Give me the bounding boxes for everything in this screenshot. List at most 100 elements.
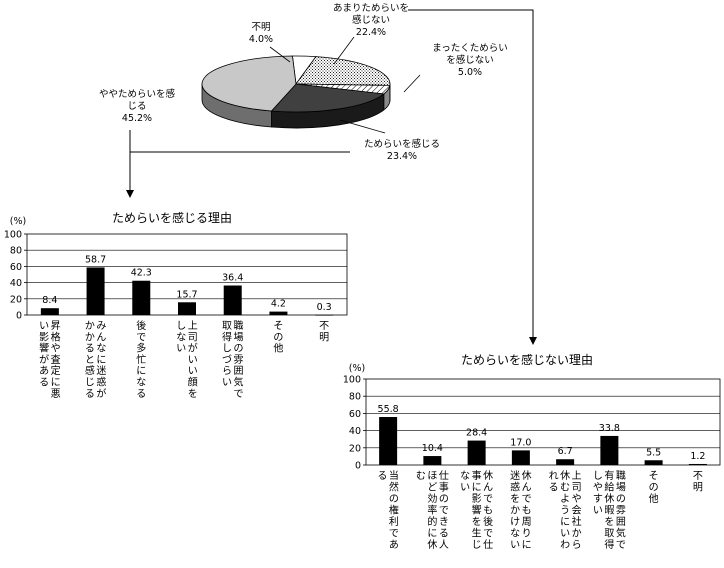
category-label-char: 生 [472,527,482,540]
category-label-char: も [483,505,493,517]
category-label-char: 惑 [96,376,106,389]
category-label-char: の [233,344,243,355]
category-label-char: 的 [427,515,437,528]
category-label-char: で [389,529,399,540]
category-label-char: 有 [604,469,614,482]
category-label-char: い [560,529,570,540]
bar [178,302,196,315]
bar-chart-hesitate-reasons: ためらいを感じる理由(%)0204060801008.4昇格や査定に悪い影響があ… [4,210,348,400]
bar-value-label: 28.4 [466,428,487,439]
bar-value-label: 5.5 [646,447,661,458]
category-label-char: 休 [483,470,493,482]
category-label-char: ほ [427,470,437,482]
category-label-char: に [472,482,482,494]
category-label-char: る [439,528,449,540]
bar-value-label: 0.3 [317,302,332,313]
category-label-char: に [560,516,570,528]
category-label-char: 定 [51,364,61,377]
pie-hesitate-label: ためらいを感じる [364,138,440,150]
category-label-char: い [39,321,49,332]
bar [40,308,59,315]
category-label-char: や [572,493,582,505]
category-label-char: う [560,505,570,517]
category-label-char: い [176,344,186,355]
bar [132,280,151,315]
bar [600,435,619,465]
category-label-char: 職 [233,320,243,332]
pie-leader-line [269,46,291,63]
category-label-char: か [85,331,95,343]
bar-value-label: 58.7 [85,254,106,265]
category-label-char: 格 [51,330,61,343]
bar-value-label: 8.4 [42,295,57,306]
category-label-char: 不 [319,321,329,332]
category-label-char: で [233,389,243,400]
category-label-char: け [510,516,520,528]
bar-value-label: 15.7 [176,289,197,300]
category-label-char: に [522,539,532,551]
pie-not-at-all-label: を感じない [446,54,494,66]
category-label-char: で [483,494,493,505]
category-label-char: 事 [439,481,449,494]
bar-value-label: 55.8 [378,404,399,415]
category-label-char: な [96,343,106,355]
bar-value-label: 4.2 [271,299,286,310]
category-label-char: を [604,516,614,528]
category-label-char: 迷 [510,470,520,482]
y-tick-label: 40 [10,278,22,289]
pie-somewhat-value: 45.2% [122,113,152,124]
pie-slice [270,83,385,113]
category-label-char: 査 [51,353,61,366]
category-label-char: い [188,366,198,377]
category-label-char: に [136,365,146,377]
category-label-char: 給 [604,481,614,494]
category-label-char: を [472,516,482,528]
category-label-char: な [136,377,146,389]
bar-chart-not-hesitate-reasons: ためらいを感じない理由(%)02040608010055.8当然の権利である10… [343,352,721,551]
category-label-char: 響 [39,342,49,355]
category-label-char: 忙 [136,353,146,366]
category-label-char: 響 [472,504,482,517]
category-label-char: む [416,470,426,482]
category-label-char: な [460,470,470,482]
arrow-head-not-hesitate [529,337,537,345]
category-label-char: 職 [616,470,626,482]
category-label-char: で [439,506,449,517]
y-unit-label: (%) [10,216,26,227]
y-tick-label: 80 [10,246,22,257]
category-label-char: ん [483,482,493,494]
category-label-char: い [593,506,603,517]
category-label-char: 然 [389,481,399,494]
category-label-char: 仕 [439,469,449,482]
category-label-char: 不 [693,471,703,482]
bar [223,285,242,315]
plot-frame [365,378,721,466]
category-label-char: に [427,528,437,540]
category-label-char: を [510,493,520,505]
chart-title: ためらいを感じない理由 [461,352,593,367]
pie-leader-line [333,36,355,65]
category-label-char: 取 [604,528,614,540]
category-label-char: で [522,494,532,505]
category-label-char: な [176,331,186,343]
category-label-char: 社 [572,515,582,528]
category-label-char: 取 [222,320,232,332]
category-label-char: 会 [572,504,582,517]
category-label-char: 影 [39,331,49,343]
category-label-char: 明 [693,482,703,494]
category-label-char: を [188,388,198,400]
pie-hesitate-value: 23.4% [387,151,417,162]
pie-not-at-all-value: 5.0% [458,67,482,78]
category-label-char: み [96,321,106,332]
category-label-char: し [222,343,232,355]
bar [688,463,707,465]
pie-slice [201,55,297,112]
category-label-char: 効 [427,492,437,505]
category-label-char: や [51,343,61,355]
plot-frame [26,233,348,316]
pie-rather-not-value: 22.4% [356,27,386,38]
category-label-char: 他 [649,492,659,505]
y-tick-label: 0 [16,311,22,322]
y-tick-label: 0 [355,461,361,472]
